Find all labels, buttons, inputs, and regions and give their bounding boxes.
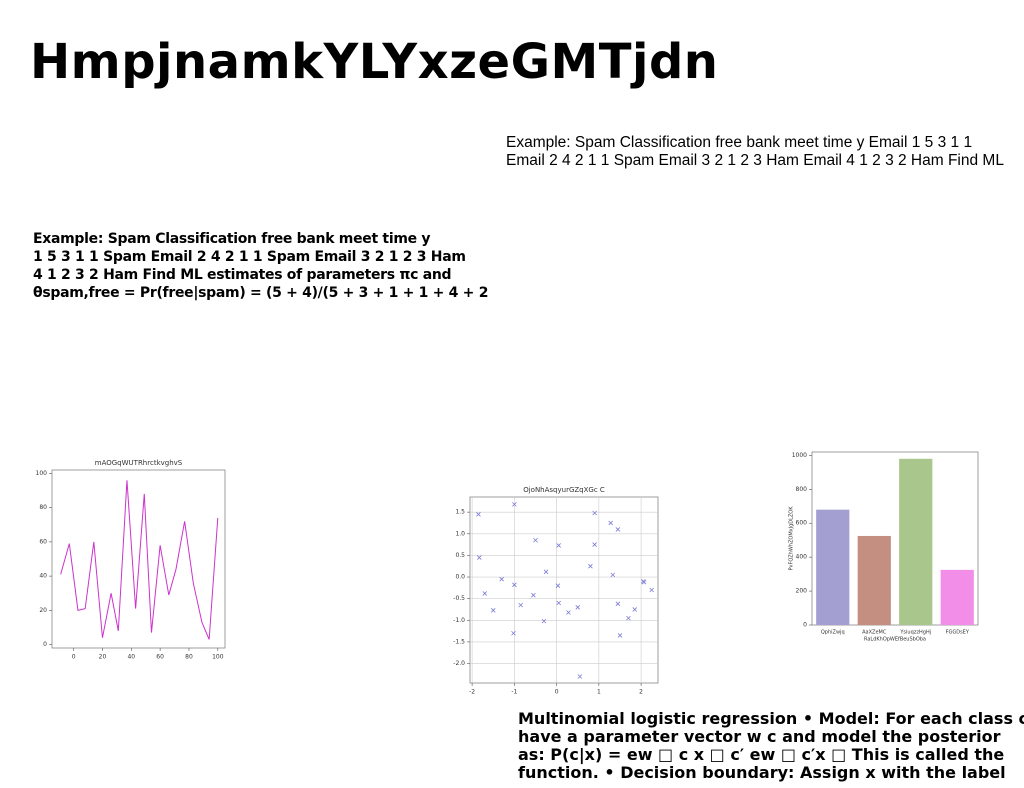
text-block: Example: Spam Classification free bank m… <box>506 134 1004 170</box>
y-tick-label: 60 <box>39 538 47 545</box>
text-line: have a parameter vector w c and model th… <box>518 727 1001 746</box>
y-tick-label: -1.0 <box>453 617 465 624</box>
y-tick-label: -0.5 <box>453 595 465 602</box>
point <box>615 527 621 532</box>
point <box>566 610 571 615</box>
x-tick-label: 1 <box>597 689 601 696</box>
point <box>617 633 623 638</box>
y-tick-label: 800 <box>796 486 808 493</box>
bar <box>940 569 974 625</box>
x-tick-label: QphiZwjq <box>821 630 845 636</box>
point <box>499 576 504 582</box>
bar <box>899 458 933 625</box>
point <box>482 591 488 596</box>
text-block: Example: Spam Classification free bank m… <box>33 230 488 302</box>
plot-frame <box>469 496 659 684</box>
bar-chart: 0 200 400 600 800 1000 QphiZwjq AaXZeMC YsiuqzzH… <box>789 451 979 643</box>
text-line: θspam,free = Pr(free|spam) = (5 + 4)/(5 … <box>33 285 489 301</box>
point <box>476 512 481 517</box>
point <box>577 674 583 679</box>
x-tick-label: 40 <box>127 654 135 661</box>
text-line: Example: Spam Classification free bank m… <box>506 134 973 151</box>
text-line: 4 1 2 3 2 Ham Find ML estimates of param… <box>33 267 452 283</box>
scatter-chart: OjoNhAsqyurGZqXGc C -2.0 -1.5 -1.0 -0.5 0.0 0.… <box>453 486 659 696</box>
point <box>588 563 593 569</box>
x-tick-label: FGGDsEY <box>946 630 970 636</box>
x-tick-label: -2 <box>469 689 475 696</box>
point <box>608 520 613 526</box>
point <box>556 543 562 548</box>
y-tick-label: 0 <box>803 622 807 629</box>
point <box>649 587 654 593</box>
x-tick-label: -1 <box>511 689 517 696</box>
y-tick-label: 100 <box>36 470 48 477</box>
x-tick-label: 20 <box>99 654 107 661</box>
text-line: as: P(c|x) = ew □ c x □ c′ ew □ c′x □ Th… <box>518 745 1005 764</box>
text-line: function. • Decision boundary: Assign x … <box>518 763 1006 782</box>
point <box>592 542 597 547</box>
point <box>511 630 516 636</box>
y-tick-label: 0 <box>43 641 47 648</box>
x-tick-label: 0 <box>72 654 76 661</box>
y-axis-label: PvFQZhWhZOMxJgDLZOK <box>789 506 795 571</box>
line-chart: mAOGqWUTRhrctkvghvS 0 20 40 60 80 100 0 20 40 60 80… <box>36 459 226 661</box>
y-tick-label: 0.0 <box>455 574 465 581</box>
plot-frame <box>811 451 979 626</box>
point <box>490 608 496 613</box>
point <box>641 579 647 585</box>
bar <box>816 509 850 625</box>
x-tick-label: 100 <box>212 654 224 661</box>
x-tick-label: AaXZeMC <box>862 630 887 636</box>
point <box>626 615 631 621</box>
point <box>541 618 547 624</box>
y-tick-label: 0.5 <box>455 552 465 559</box>
text-line: Email 2 4 2 1 1 Spam Email 3 2 1 2 3 Ham… <box>506 152 1004 169</box>
line <box>60 480 219 640</box>
x-tick-label: 80 <box>185 654 193 661</box>
point <box>592 510 597 516</box>
bar <box>857 535 891 625</box>
plot-frame <box>51 469 226 649</box>
text-line: Example: Spam Classification free bank m… <box>33 231 431 247</box>
point <box>512 582 517 588</box>
point <box>518 602 523 608</box>
point <box>543 569 549 575</box>
y-tick-label: 80 <box>39 504 47 511</box>
y-tick-label: 400 <box>796 554 808 561</box>
text-line: Multinomial logistic regression • Model:… <box>518 709 1024 728</box>
point <box>533 537 538 543</box>
y-tick-label: 1000 <box>792 452 807 459</box>
point <box>555 583 561 588</box>
chart-title: OjoNhAsqyurGZqXGc C <box>523 486 605 494</box>
y-tick-label: 200 <box>796 588 808 595</box>
point <box>531 592 536 598</box>
text-block: Multinomial logistic regression • Model:… <box>518 710 1024 782</box>
point <box>477 555 482 560</box>
title: HmpjnamkYLYxzeGMTjdn <box>30 34 719 90</box>
x-tick-label: 0 <box>555 689 559 696</box>
point <box>610 572 616 578</box>
y-tick-label: 1.0 <box>455 530 465 537</box>
x-axis-label: RaLdKhOpWEfBeuSbOba <box>864 637 926 643</box>
point <box>512 502 517 507</box>
text-line: 1 5 3 1 1 Spam Email 2 4 2 1 1 Spam Emai… <box>33 249 466 265</box>
x-tick-label: 2 <box>639 689 643 696</box>
point <box>632 607 638 612</box>
chart-title: mAOGqWUTRhrctkvghvS <box>95 459 183 467</box>
y-tick-label: 600 <box>796 520 808 527</box>
point <box>575 605 581 610</box>
y-tick-label: -2.0 <box>453 660 465 667</box>
y-tick-label: 40 <box>39 573 47 580</box>
x-tick-label: 60 <box>156 654 164 661</box>
y-tick-label: 1.5 <box>455 509 465 516</box>
x-tick-label: YsiuqzzHgHj <box>899 630 931 636</box>
y-tick-label: -1.5 <box>453 638 465 645</box>
point <box>615 601 621 607</box>
y-tick-label: 20 <box>39 607 47 614</box>
point <box>556 600 562 606</box>
